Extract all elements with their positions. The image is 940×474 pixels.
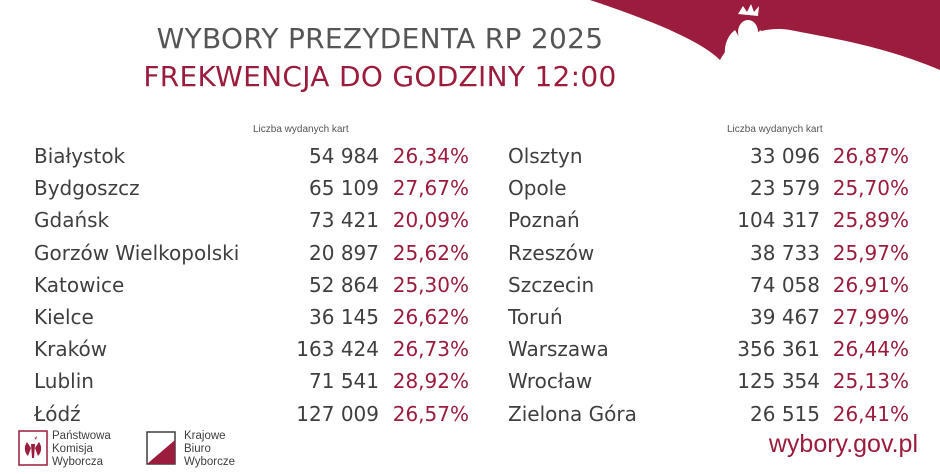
- turnout-percent: 25,89%: [832, 208, 909, 233]
- cards-count: 20 897: [309, 240, 379, 265]
- table-row: Toruń 39 467 27,99%: [0, 302, 940, 334]
- table-row: Olsztyn 33 096 26,87%: [0, 141, 940, 173]
- kbw-logo: Krajowe Biuro Wyborcze: [146, 430, 235, 470]
- table-row: Rzeszów 38 733 25,97%: [0, 238, 940, 270]
- cards-count: 73 421: [309, 208, 379, 233]
- table-row: Lublin 71 541 28,92%: [34, 366, 474, 398]
- cards-count: 38 733: [750, 240, 820, 265]
- turnout-percent: 25,13%: [832, 369, 909, 394]
- table-row: Białystok 54 984 26,34%: [34, 141, 474, 173]
- city-name: Katowice: [34, 272, 125, 297]
- turnout-percent: 27,99%: [832, 304, 909, 329]
- right-turnout-table: Olsztyn 33 096 26,87% Opole 23 579 25,70…: [0, 141, 940, 431]
- city-name: Łódź: [34, 401, 81, 426]
- table-row: Gorzów Wielkopolski 20 897 25,62%: [34, 238, 474, 270]
- city-name: Wrocław: [508, 369, 593, 394]
- city-name: Poznań: [508, 208, 580, 233]
- cards-count: 163 424: [296, 337, 379, 362]
- page-title: WYBORY PREZYDENTA RP 2025: [156, 22, 604, 55]
- table-row: Kielce 36 145 26,62%: [34, 302, 474, 334]
- table-row: Katowice 52 864 25,30%: [34, 270, 474, 302]
- turnout-percent: 25,70%: [832, 176, 909, 201]
- pkw-logo: Państwowa Komisja Wyborcza: [18, 430, 111, 470]
- cards-count: 26 515: [750, 401, 820, 426]
- turnout-percent: 25,30%: [392, 272, 469, 297]
- cards-count: 71 541: [309, 369, 379, 394]
- city-name: Białystok: [34, 144, 126, 168]
- city-name: Rzeszów: [508, 240, 595, 265]
- cards-count: 74 058: [750, 272, 820, 297]
- turnout-percent: 25,62%: [392, 240, 469, 265]
- table-row: Łódź 127 009 26,57%: [34, 399, 474, 431]
- cards-count: 127 009: [296, 401, 379, 426]
- kbw-line-2: Biuro: [184, 443, 211, 455]
- table-row: Bydgoszcz 65 109 27,67%: [34, 173, 474, 205]
- turnout-percent: 26,91%: [832, 272, 909, 297]
- city-name: Kraków: [34, 337, 108, 362]
- right-column-header: Liczba wydanych kart: [727, 124, 823, 135]
- table-row: Poznań 104 317 25,89%: [0, 205, 940, 237]
- cards-count: 104 317: [737, 208, 820, 233]
- cards-count: 36 145: [309, 304, 379, 329]
- cards-count: 39 467: [750, 304, 820, 329]
- cards-count: 33 096: [750, 144, 820, 168]
- kbw-flag-icon: [146, 431, 176, 465]
- table-row: Warszawa 356 361 26,44%: [0, 334, 940, 366]
- banner-wave: [590, 0, 940, 70]
- city-name: Warszawa: [508, 337, 609, 362]
- cards-count: 54 984: [309, 144, 379, 168]
- table-row: Szczecin 74 058 26,91%: [0, 270, 940, 302]
- table-row: Opole 23 579 25,70%: [0, 173, 940, 205]
- kbw-line-3: Wyborcze: [184, 456, 236, 468]
- header-banner: [590, 0, 940, 92]
- turnout-percent: 26,57%: [392, 401, 469, 426]
- page-subtitle: FREKWENCJA DO GODZINY 12:00: [143, 60, 617, 93]
- table-row: Wrocław 125 354 25,13%: [0, 366, 940, 398]
- eagle-emblem-icon: [18, 430, 48, 466]
- city-name: Zielona Góra: [508, 401, 637, 426]
- turnout-percent: 27,67%: [392, 176, 469, 201]
- pkw-line-2: Komisja: [52, 443, 93, 455]
- table-row: Zielona Góra 26 515 26,41%: [0, 399, 940, 431]
- left-turnout-table: Białystok 54 984 26,34% Bydgoszcz 65 109…: [34, 141, 474, 431]
- city-name: Opole: [508, 176, 567, 201]
- city-name: Lublin: [34, 369, 94, 394]
- city-name: Toruń: [508, 304, 563, 329]
- pkw-line-3: Wyborcza: [52, 456, 104, 468]
- table-row: Gdańsk 73 421 20,09%: [34, 205, 474, 237]
- city-name: Bydgoszcz: [34, 176, 140, 201]
- turnout-percent: 28,92%: [392, 369, 469, 394]
- table-row: Kraków 163 424 26,73%: [34, 334, 474, 366]
- city-name: Olsztyn: [508, 144, 583, 168]
- cards-count: 65 109: [309, 176, 379, 201]
- city-name: Gdańsk: [34, 208, 110, 233]
- left-column-header: Liczba wydanych kart: [253, 124, 349, 135]
- turnout-percent: 26,41%: [832, 401, 909, 426]
- cards-count: 125 354: [737, 369, 820, 394]
- city-name: Szczecin: [508, 272, 595, 297]
- kbw-line-1: Krajowe: [184, 430, 226, 442]
- eagle-banner-icon: [712, 4, 772, 92]
- cards-count: 52 864: [309, 272, 379, 297]
- turnout-percent: 26,73%: [392, 337, 469, 362]
- turnout-percent: 25,97%: [832, 240, 909, 265]
- city-name: Kielce: [34, 304, 94, 329]
- pkw-line-1: Państwowa: [52, 430, 111, 442]
- turnout-percent: 26,34%: [392, 144, 469, 168]
- website-link[interactable]: wybory.gov.pl: [768, 430, 918, 458]
- city-name: Gorzów Wielkopolski: [34, 240, 240, 265]
- cards-count: 23 579: [750, 176, 820, 201]
- turnout-percent: 26,87%: [832, 144, 909, 168]
- turnout-percent: 20,09%: [392, 208, 469, 233]
- turnout-percent: 26,62%: [392, 304, 469, 329]
- turnout-percent: 26,44%: [832, 337, 909, 362]
- cards-count: 356 361: [737, 337, 820, 362]
